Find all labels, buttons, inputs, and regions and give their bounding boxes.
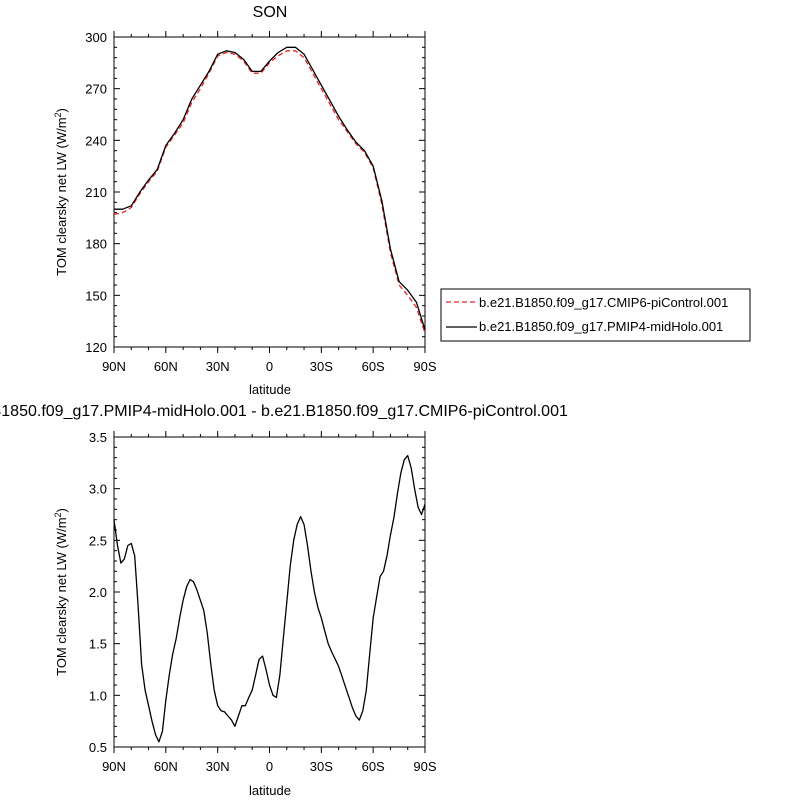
x-tick-label: 60S — [362, 359, 385, 374]
x-tick-label: 60N — [154, 759, 178, 774]
y-tick-labels: 0.5 1.0 1.5 2.0 2.5 3.0 3.5 — [89, 430, 107, 755]
y-tick-label: 3.0 — [89, 482, 107, 497]
y-axis-label: TOM clearsky net LW (W/m2) — [53, 108, 69, 276]
y-axis-label: TOM clearsky net LW (W/m2) — [53, 508, 69, 676]
y-tick-label: 210 — [85, 185, 107, 200]
chart-title: b.e21.B1850.f09_g17.PMIP4-midHolo.001 - … — [0, 403, 568, 420]
series-line-difference — [113, 454, 426, 743]
y-tick-label: 180 — [85, 237, 107, 252]
y-tick-labels: 120 150 180 210 240 270 300 — [85, 30, 107, 355]
x-tick-label: 30S — [310, 359, 333, 374]
axis-ticks — [113, 431, 426, 753]
panel-bottom: b.e21.B1850.f09_g17.PMIP4-midHolo.001 - … — [0, 403, 568, 798]
panel-top: SON 120 150 180 210 240 270 300 90N 60N 30N 0 30S 6… — [53, 4, 437, 397]
plot-frame — [113, 436, 426, 748]
x-tick-label: 90S — [413, 759, 436, 774]
y-tick-label: 1.5 — [89, 637, 107, 652]
x-tick-label: 90N — [102, 359, 126, 374]
y-tick-label: 3.5 — [89, 430, 107, 445]
y-tick-label: 270 — [85, 82, 107, 97]
x-tick-labels: 90N 60N 30N 0 30S 60S 90S — [102, 759, 437, 774]
x-axis-label: latitude — [249, 382, 291, 397]
y-tick-label: 150 — [85, 288, 107, 303]
legend-label-midholo: b.e21.B1850.f09_g17.PMIP4-midHolo.001 — [479, 319, 723, 334]
x-tick-labels: 90N 60N 30N 0 30S 60S 90S — [102, 359, 437, 374]
series-line-cmip6-picontrol — [113, 50, 426, 334]
series-line-pmip4-midholo — [114, 46, 426, 330]
x-tick-label: 30N — [206, 759, 230, 774]
y-tick-label: 300 — [85, 30, 107, 45]
x-tick-label: 60N — [154, 359, 178, 374]
series-lines — [113, 454, 426, 743]
x-tick-label: 30S — [310, 759, 333, 774]
legend: b.e21.B1850.f09_g17.CMIP6-piControl.001 … — [440, 288, 751, 342]
x-tick-label: 90N — [102, 759, 126, 774]
y-tick-label: 2.5 — [89, 533, 107, 548]
chart-title: SON — [253, 4, 288, 21]
y-tick-label: 120 — [85, 340, 107, 355]
series-lines — [113, 46, 426, 334]
y-tick-label: 2.0 — [89, 585, 107, 600]
y-tick-label: 240 — [85, 133, 107, 148]
x-tick-label: 0 — [266, 759, 273, 774]
x-tick-label: 30N — [206, 359, 230, 374]
legend-label-picontrol: b.e21.B1850.f09_g17.CMIP6-piControl.001 — [479, 295, 728, 310]
x-tick-label: 60S — [362, 759, 385, 774]
x-tick-label: 0 — [266, 359, 273, 374]
y-tick-label: 0.5 — [89, 740, 107, 755]
y-tick-label: 1.0 — [89, 688, 107, 703]
legend-box — [440, 288, 751, 342]
x-axis-label: latitude — [249, 783, 291, 798]
axis-ticks — [113, 31, 426, 353]
x-tick-label: 90S — [413, 359, 436, 374]
